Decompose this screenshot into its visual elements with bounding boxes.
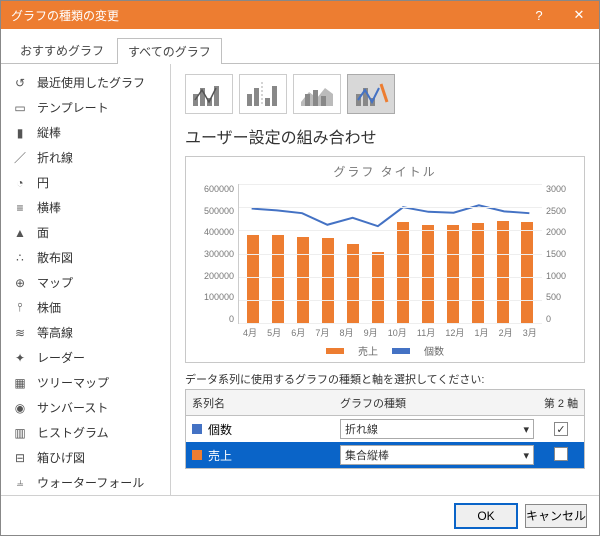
secondary-axis-checkbox[interactable] [554, 447, 568, 461]
subtype-thumbs [185, 74, 585, 114]
tab-all[interactable]: すべてのグラフ [117, 38, 222, 64]
chart-type-combo[interactable]: 集合縦棒▾ [340, 445, 534, 465]
x-axis: 4月5月6月7月8月9月10月11月12月1月2月3月 [238, 326, 542, 339]
sidebar-item-label: 株価 [37, 299, 61, 316]
chart-title: グラフ タイトル [194, 163, 576, 180]
col-secondary-axis: 第 2 軸 [538, 395, 584, 411]
sidebar-item-waterfall[interactable]: ⫨ ウォーターフォール [1, 470, 170, 495]
undo-icon: ↺ [11, 75, 29, 91]
sidebar-item-label: 最近使用したグラフ [37, 74, 145, 91]
sidebar-item-area[interactable]: ▲面 [1, 220, 170, 245]
sidebar-item-label: 横棒 [37, 199, 61, 216]
barv-icon: ▮ [11, 125, 29, 141]
area-icon: ▲ [11, 225, 29, 241]
sidebar-item-box[interactable]: ⊟ 箱ひげ図 [1, 445, 170, 470]
series-name: 売上 [208, 447, 232, 464]
sidebar-item-label: 面 [37, 224, 49, 241]
main-panel: ユーザー設定の組み合わせ グラフ タイトル 600000500000400000… [171, 64, 599, 495]
sidebar-item-radar[interactable]: ✦ レーダー [1, 345, 170, 370]
sidebar-item-label: 散布図 [37, 249, 73, 266]
sidebar-item-barv[interactable]: ▮ 縦棒 [1, 120, 170, 145]
sidebar-item-line[interactable]: ／ 折れ線 [1, 145, 170, 170]
box-icon: ⊟ [11, 450, 29, 466]
legend-label-line: 個数 [424, 343, 444, 358]
sidebar-item-label: テンプレート [37, 99, 109, 116]
scatter-icon: ∴ [11, 250, 29, 266]
subtype-thumb-3[interactable] [347, 74, 395, 114]
tabstrip: おすすめグラフ すべてのグラフ [1, 29, 599, 64]
treemap-icon: ▦ [11, 375, 29, 391]
subtype-thumb-1[interactable] [239, 74, 287, 114]
legend-label-bar: 売上 [358, 343, 378, 358]
waterfall-icon: ⫨ [11, 475, 29, 491]
series-name: 個数 [208, 421, 232, 438]
chevron-down-icon: ▾ [523, 449, 529, 462]
secondary-axis-checkbox[interactable]: ✓ [554, 422, 568, 436]
sidebar-item-sunburst[interactable]: ◉ サンバースト [1, 395, 170, 420]
col-series-name: 系列名 [186, 395, 336, 411]
series-color-swatch [192, 424, 202, 434]
chevron-down-icon: ▾ [523, 423, 529, 436]
help-button[interactable]: ? [519, 1, 559, 29]
line-icon: ／ [11, 150, 29, 166]
legend-swatch-bar [326, 348, 344, 354]
surface-icon: ≋ [11, 325, 29, 341]
plot-area [238, 184, 542, 324]
sunburst-icon: ◉ [11, 400, 29, 416]
series-row[interactable]: 個数 折れ線▾ ✓ [186, 416, 584, 442]
sidebar-item-label: 縦棒 [37, 124, 61, 141]
legend-swatch-line [392, 348, 410, 354]
col-chart-type: グラフの種類 [336, 395, 538, 411]
chart-type-combo[interactable]: 折れ線▾ [340, 419, 534, 439]
series-instruction: データ系列に使用するグラフの種類と軸を選択してください: [185, 371, 585, 387]
sidebar-item-stock[interactable]: ⫯ 株価 [1, 295, 170, 320]
sidebar-item-label: 円 [37, 174, 49, 191]
sidebar-item-label: サンバースト [37, 399, 108, 416]
sidebar-item-label: 箱ひげ図 [37, 449, 85, 466]
sidebar-item-label: マップ [37, 274, 73, 291]
change-chart-type-dialog: グラフの種類の変更 ? ✕ おすすめグラフ すべてのグラフ ↺ 最近使用したグラフ… [0, 0, 600, 536]
sidebar-item-pie[interactable]: ◔円 [1, 170, 170, 195]
pie-icon: ◔ [11, 175, 29, 191]
stock-icon: ⫯ [11, 300, 29, 316]
subtype-thumb-2[interactable] [293, 74, 341, 114]
series-color-swatch [192, 450, 202, 460]
chart-preview: グラフ タイトル 6000005000004000003000002000001… [185, 156, 585, 363]
chart-type-list: ↺最近使用したグラフ▭テンプレート▮縦棒／折れ線◔円≡横棒▲面∴散布図⊕マップ⫯… [1, 64, 171, 495]
sidebar-item-label: ヒストグラム [37, 424, 109, 441]
sidebar-item-scatter[interactable]: ∴ 散布図 [1, 245, 170, 270]
sidebar-item-label: レーダー [37, 349, 85, 366]
barh-icon: ≡ [11, 200, 29, 216]
sidebar-item-histogram[interactable]: ▥ ヒストグラム [1, 420, 170, 445]
sidebar-item-folder[interactable]: ▭ テンプレート [1, 95, 170, 120]
sidebar-item-barh[interactable]: ≡ 横棒 [1, 195, 170, 220]
y-axis-right: 300025002000150010005000 [542, 184, 576, 324]
cancel-button[interactable]: キャンセル [525, 504, 587, 528]
legend: 売上 個数 [194, 343, 576, 358]
subtype-heading: ユーザー設定の組み合わせ [185, 124, 585, 148]
map-icon: ⊕ [11, 275, 29, 291]
folder-icon: ▭ [11, 100, 29, 116]
sidebar-item-surface[interactable]: ≋ 等高線 [1, 320, 170, 345]
series-grid: 系列名 グラフの種類 第 2 軸 個数 折れ線▾ ✓ 売上 集合縦棒▾ [185, 389, 585, 469]
y-axis-left: 6000005000004000003000002000001000000 [194, 184, 238, 324]
sidebar-item-label: 折れ線 [37, 149, 73, 166]
sidebar-item-label: 等高線 [37, 324, 73, 341]
histogram-icon: ▥ [11, 425, 29, 441]
window-title: グラフの種類の変更 [11, 7, 119, 24]
sidebar-item-undo[interactable]: ↺ 最近使用したグラフ [1, 70, 170, 95]
radar-icon: ✦ [11, 350, 29, 366]
ok-button[interactable]: OK [455, 504, 517, 528]
sidebar-item-map[interactable]: ⊕ マップ [1, 270, 170, 295]
subtype-thumb-0[interactable] [185, 74, 233, 114]
sidebar-item-label: ウォーターフォール [37, 474, 144, 491]
sidebar-item-treemap[interactable]: ▦ ツリーマップ [1, 370, 170, 395]
sidebar-item-label: ツリーマップ [37, 374, 109, 391]
close-button[interactable]: ✕ [559, 1, 599, 29]
tab-recommended[interactable]: おすすめグラフ [9, 37, 115, 63]
titlebar: グラフの種類の変更 ? ✕ [1, 1, 599, 29]
dialog-footer: OK キャンセル [1, 495, 599, 535]
series-row[interactable]: 売上 集合縦棒▾ [186, 442, 584, 468]
